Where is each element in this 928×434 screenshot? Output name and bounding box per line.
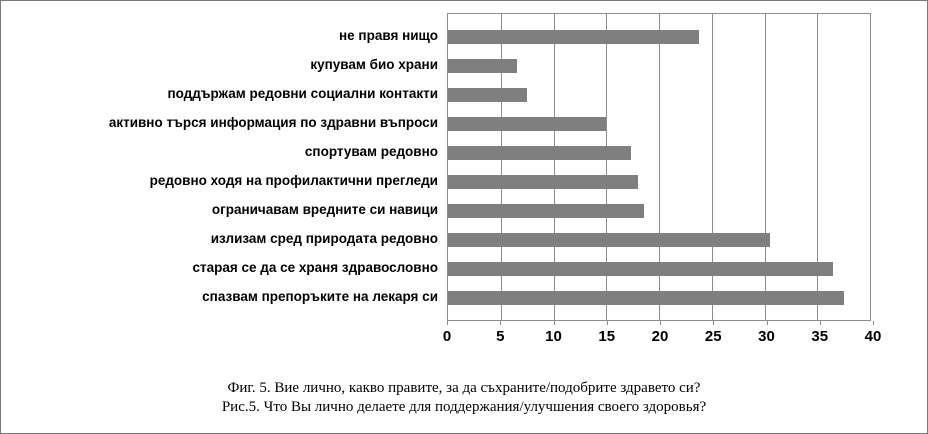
chart-row [448,283,870,312]
category-label: старая се да се храня здравословно [192,260,439,275]
chart-row [448,109,870,138]
tick-mark [873,321,874,325]
bar [448,203,645,218]
tick-mark [819,321,821,325]
tick-mark [500,321,502,325]
tick-label: 35 [811,328,829,345]
category-labels: не правя нищо купувам био храни поддържам … [1,13,447,321]
bar [448,145,631,160]
tick-label: 5 [496,328,505,345]
gridlines [448,14,870,320]
tick-label: 10 [545,328,562,345]
chart-row [448,80,870,109]
category-label: редовно ходя на профилактични прегледи [149,173,438,188]
bar [448,290,844,305]
bar [448,174,638,189]
bars [448,14,870,320]
category-label: купувам био храни [310,57,438,72]
tick-label: 20 [651,328,669,345]
category-label: поддържам редовни социални контакти [167,86,438,101]
tick-label: 30 [758,328,775,345]
gridline [500,14,502,320]
chart-row [448,51,870,80]
gridline [553,14,555,320]
chart-row [448,167,870,196]
category-label: излизам сред природата редовно [210,231,438,246]
tick-label: 0 [442,328,452,345]
category-label: активно търся информация по здравни въпр… [108,115,438,130]
tick-label: 25 [704,328,722,345]
chart-row [448,22,870,51]
bar [448,261,834,276]
gridline [606,14,608,320]
tick-label: 40 [864,328,882,345]
bar [448,87,528,102]
bar [448,29,700,44]
tick-mark [766,321,768,325]
bar [448,58,517,73]
category-label: спазвам препоръките на лекаря си [202,289,438,304]
caption: Фиг. 5. Вие лично, какво правите, за да … [1,379,927,417]
chart-row [448,196,870,225]
gridline [711,14,713,320]
tick-mark [447,321,448,325]
chart-row [448,225,870,254]
x-axis: 0 5 10 15 20 25 30 35 40 [443,321,881,353]
gridline [817,14,819,320]
bar-chart: не правя нищо купувам био храни поддържам … [1,13,927,321]
chart-row [448,254,870,283]
plot-area [447,13,871,321]
bar [448,116,607,131]
chart-row [448,138,870,167]
caption-line-bulgarian: Фиг. 5. Вие лично, какво правите, за да … [227,380,701,396]
bar [448,232,770,247]
caption-line-russian: Рис.5. Что Вы лично делаете для поддержа… [221,399,707,415]
tick-mark [660,321,661,325]
tick-label: 15 [598,328,616,345]
tick-mark [553,321,555,325]
category-label: ограничавам вредните си навици [211,202,438,217]
tick-mark [713,321,715,325]
tick-mark [606,321,608,325]
category-label: не правя нищо [339,28,438,43]
gridline [764,14,766,320]
category-label: спортувам редовно [304,144,438,159]
gridline [659,14,660,320]
